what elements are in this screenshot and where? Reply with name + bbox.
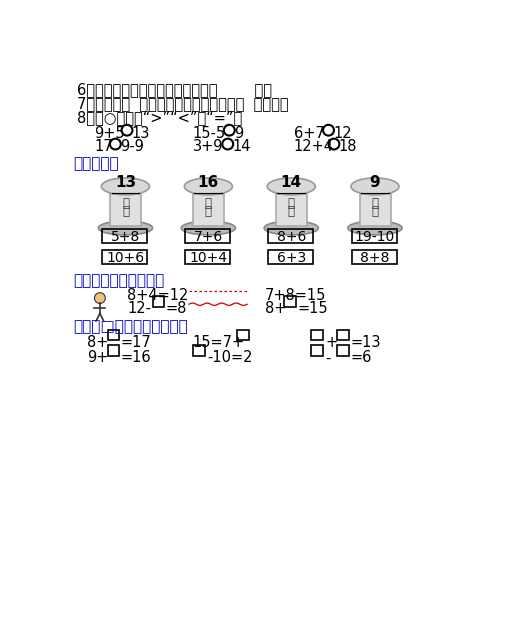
Text: 四、想一想，填一填。: 四、想一想，填一填。 (73, 273, 164, 288)
Text: 8．在○里填上“>”“<”或“=”。: 8．在○里填上“>”“<”或“=”。 (76, 110, 242, 125)
Text: 17: 17 (95, 140, 113, 155)
FancyBboxPatch shape (110, 194, 141, 226)
Text: 5+8: 5+8 (111, 229, 140, 244)
Text: 五、在□里填上合适的数。: 五、在□里填上合适的数。 (73, 320, 188, 335)
Text: 15=7+: 15=7+ (193, 335, 245, 350)
Text: 6+3: 6+3 (277, 251, 306, 265)
Text: 9-9: 9-9 (120, 140, 144, 155)
Text: 12: 12 (333, 126, 352, 141)
Ellipse shape (351, 178, 399, 195)
Text: 13: 13 (115, 175, 136, 190)
Ellipse shape (101, 178, 149, 195)
Text: 14: 14 (281, 175, 302, 190)
Text: 8+6: 8+6 (277, 229, 306, 244)
Text: 邮: 邮 (205, 197, 212, 210)
Text: +: + (326, 335, 337, 350)
Text: 10+6: 10+6 (107, 251, 145, 265)
Ellipse shape (267, 178, 315, 195)
Text: 8+8: 8+8 (360, 251, 389, 265)
Text: 6．十位和个位都是１，这个数是（        ）。: 6．十位和个位都是１，这个数是（ ）。 (76, 82, 271, 97)
Text: 政: 政 (371, 206, 379, 218)
Text: 8+4=12: 8+4=12 (127, 288, 188, 303)
Text: 9+: 9+ (87, 350, 108, 366)
Text: 8+: 8+ (87, 335, 108, 350)
Text: 7．我今年（  ）岁了，再过６年，我就（  ）岁了。: 7．我今年（ ）岁了，再过６年，我就（ ）岁了。 (76, 97, 288, 112)
Text: 12+4: 12+4 (294, 140, 334, 155)
Text: 12-: 12- (127, 301, 151, 316)
Text: 6+7: 6+7 (294, 126, 324, 141)
Text: 8+: 8+ (265, 301, 287, 316)
Text: =13: =13 (351, 335, 382, 350)
Text: 10+4: 10+4 (189, 251, 227, 265)
Text: 三、送信。: 三、送信。 (73, 156, 119, 171)
Text: 9: 9 (234, 126, 243, 141)
Text: -: - (326, 350, 331, 366)
Text: 邮: 邮 (122, 197, 129, 210)
Text: =6: =6 (351, 350, 372, 366)
Text: 7+6: 7+6 (194, 229, 223, 244)
Text: 13: 13 (132, 126, 150, 141)
Ellipse shape (98, 221, 152, 235)
Text: 7+8=15: 7+8=15 (265, 288, 327, 303)
Text: 3+9: 3+9 (193, 140, 224, 155)
Text: 政: 政 (122, 206, 129, 218)
Ellipse shape (181, 221, 236, 235)
Text: 9+5: 9+5 (95, 126, 125, 141)
FancyBboxPatch shape (193, 194, 224, 226)
Text: =16: =16 (121, 350, 151, 366)
Text: =8: =8 (166, 301, 187, 316)
Text: 邮: 邮 (288, 197, 295, 210)
FancyBboxPatch shape (359, 194, 391, 226)
Text: 19-10: 19-10 (355, 229, 395, 244)
Text: 14: 14 (232, 140, 251, 155)
Text: 政: 政 (205, 206, 212, 218)
Circle shape (95, 293, 106, 303)
Text: =17: =17 (121, 335, 151, 350)
Text: =15: =15 (297, 301, 328, 316)
Text: 政: 政 (288, 206, 295, 218)
Text: -10=2: -10=2 (207, 350, 252, 366)
Text: 16: 16 (198, 175, 219, 190)
Ellipse shape (185, 178, 232, 195)
Text: 15-5: 15-5 (193, 126, 226, 141)
Ellipse shape (348, 221, 402, 235)
Text: 18: 18 (339, 140, 357, 155)
Text: 9: 9 (370, 175, 380, 190)
FancyBboxPatch shape (276, 194, 307, 226)
Ellipse shape (264, 221, 318, 235)
Text: 邮: 邮 (371, 197, 379, 210)
